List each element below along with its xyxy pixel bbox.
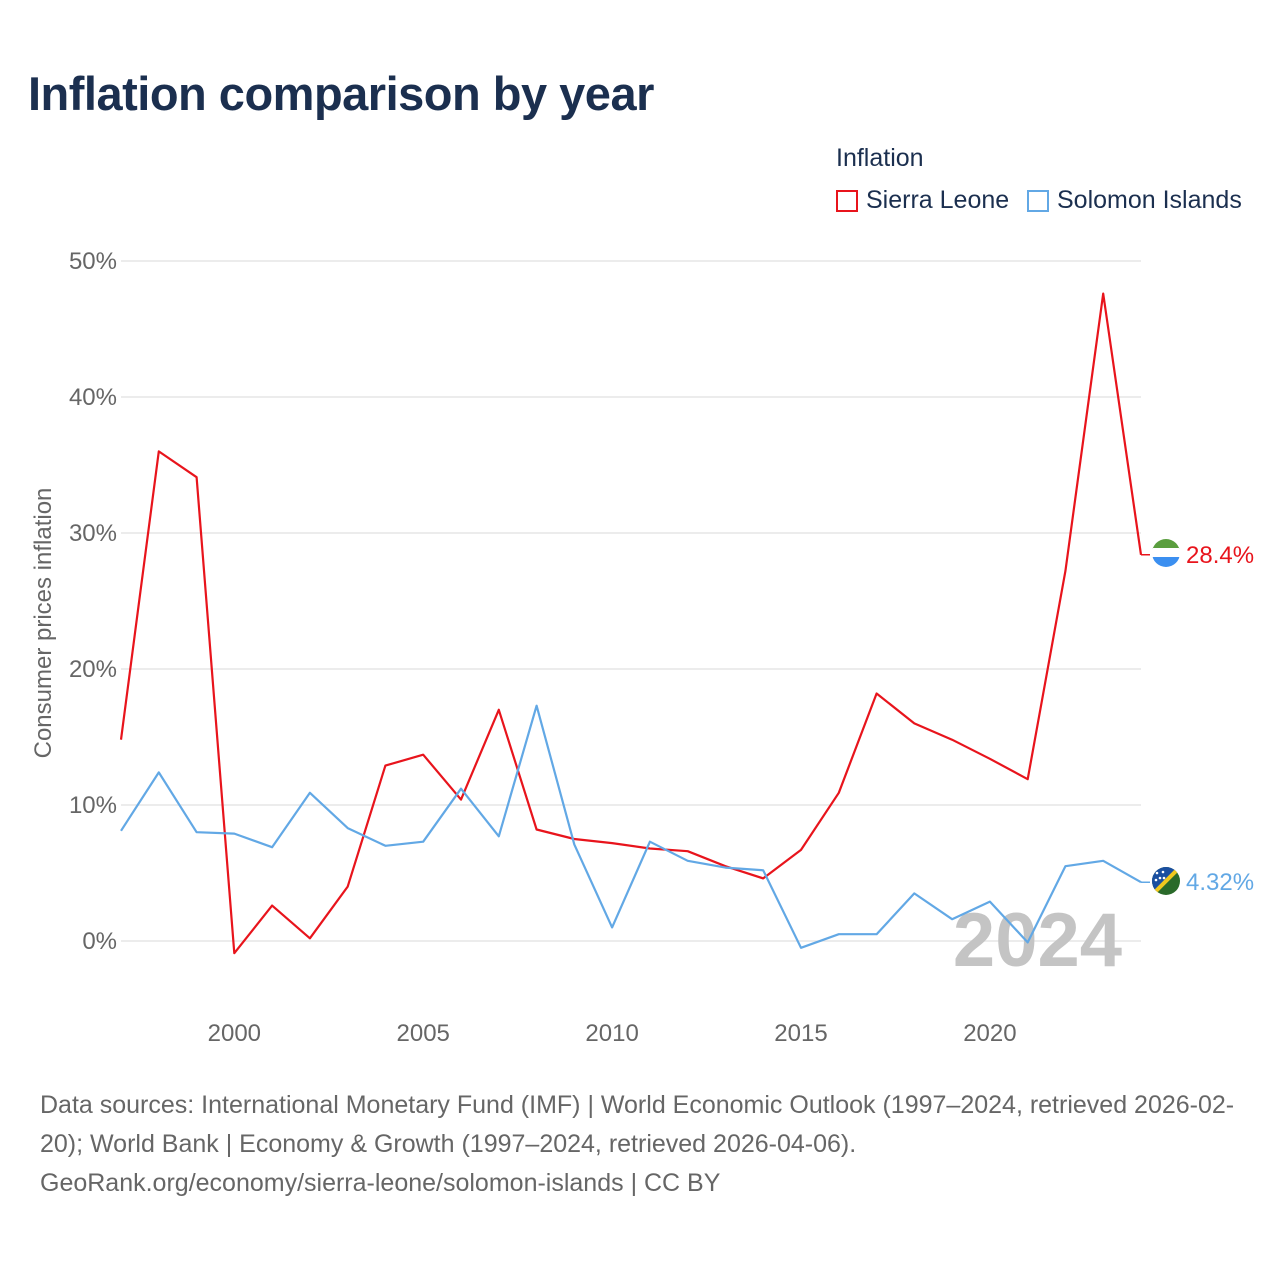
- grid-lines: [121, 260, 1141, 942]
- data-sources-note: Data sources: International Monetary Fun…: [40, 1086, 1250, 1203]
- y-tick-label: 20%: [69, 656, 117, 683]
- y-tick-label: 50%: [69, 248, 117, 275]
- x-tick-label: 2010: [585, 1020, 638, 1047]
- solomon-islands-flag-icon: [1152, 867, 1180, 895]
- y-tick-label: 30%: [69, 520, 117, 547]
- y-tick-label: 40%: [69, 384, 117, 411]
- x-tick-label: 2005: [397, 1020, 450, 1047]
- y-axis-ticks: 0% 10% 20% 30% 40% 50%: [69, 248, 117, 955]
- legend-label-solomon-islands: Solomon Islands: [1057, 186, 1242, 214]
- sierra-leone-flag-icon: [1152, 539, 1180, 567]
- y-tick-label: 0%: [82, 928, 117, 955]
- y-tick-label: 10%: [69, 792, 117, 819]
- series-lines: [119, 292, 1150, 955]
- series-line-sierra-leone[interactable]: [119, 292, 1143, 955]
- legend-item-sierra-leone[interactable]: Sierra Leone: [836, 186, 1009, 215]
- x-tick-label: 2015: [774, 1020, 827, 1047]
- legend-swatch-sierra-leone: [836, 189, 858, 212]
- sources-line-1: Data sources: International Monetary Fun…: [40, 1091, 1235, 1158]
- series-line-solomon-islands[interactable]: [120, 704, 1142, 949]
- sources-line-2[interactable]: GeoRank.org/economy/sierra-leone/solomon…: [40, 1169, 721, 1197]
- chart-title: Inflation comparison by year: [28, 67, 654, 120]
- end-value-label-sierra-leone: 28.4%: [1186, 542, 1254, 569]
- end-value-label-solomon-islands: 4.32%: [1186, 869, 1254, 896]
- x-tick-label: 2000: [208, 1020, 261, 1047]
- legend-swatch-solomon-islands: [1027, 189, 1049, 212]
- x-tick-label: 2020: [963, 1020, 1016, 1047]
- y-axis-label: Consumer prices inflation: [30, 488, 57, 759]
- line-chart: 0% 10% 20% 30% 40% 50% 2000 2005 2010 2015 2020 C…: [30, 248, 1254, 1047]
- current-year-watermark: 2024: [953, 898, 1122, 983]
- series-end-labels: 28.4% 4.32%: [1186, 542, 1254, 896]
- legend-label-sierra-leone: Sierra Leone: [866, 186, 1010, 214]
- legend-title: Inflation: [836, 144, 924, 172]
- legend-item-solomon-islands[interactable]: Solomon Islands: [1027, 186, 1242, 215]
- x-axis-ticks: 2000 2005 2010 2015 2020: [208, 1020, 1017, 1047]
